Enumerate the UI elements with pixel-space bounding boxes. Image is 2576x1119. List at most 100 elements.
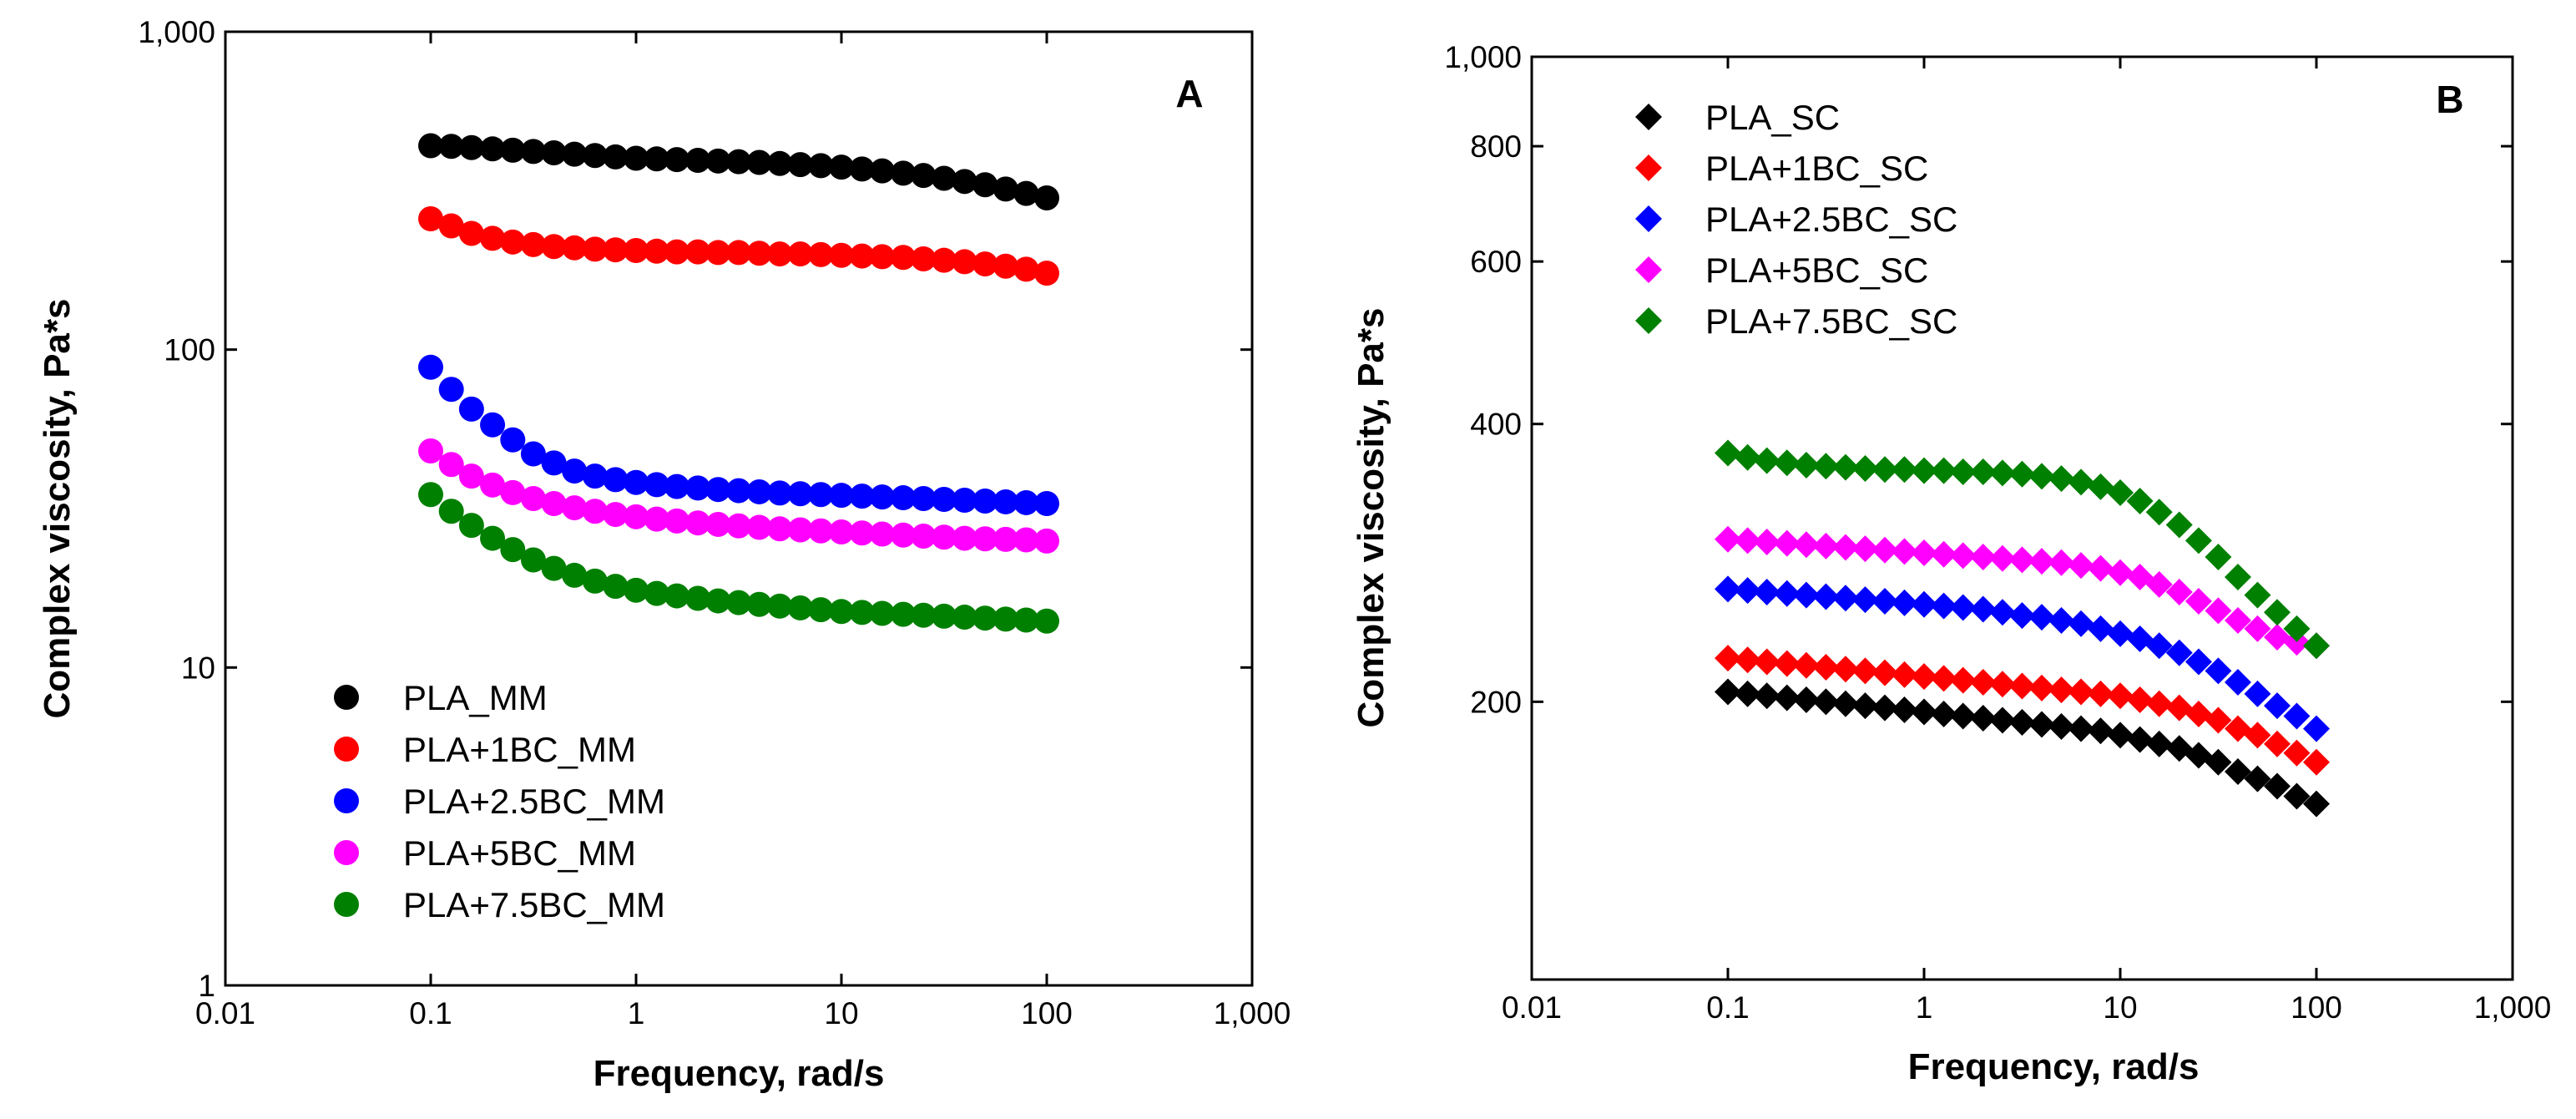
data-point bbox=[746, 478, 772, 504]
data-point bbox=[2185, 648, 2212, 676]
data-point bbox=[746, 149, 772, 175]
data-point bbox=[2244, 581, 2271, 609]
data-point bbox=[624, 237, 649, 263]
data-point bbox=[993, 606, 1018, 632]
data-point bbox=[2126, 488, 2154, 515]
data-point bbox=[725, 590, 751, 615]
data-point bbox=[1812, 583, 1840, 610]
data-point bbox=[2283, 739, 2311, 767]
data-point bbox=[562, 458, 588, 484]
data-point bbox=[562, 235, 588, 261]
data-point bbox=[972, 488, 998, 514]
data-point bbox=[1792, 686, 1820, 713]
data-point bbox=[1831, 534, 1859, 561]
data-point bbox=[829, 519, 854, 544]
data-point bbox=[418, 205, 443, 231]
data-point bbox=[418, 438, 443, 464]
y-tick-label: 200 bbox=[1470, 685, 1522, 719]
x-tick-label: 0.1 bbox=[1706, 990, 1749, 1025]
data-point bbox=[1911, 698, 1937, 726]
data-point bbox=[458, 463, 484, 489]
data-point bbox=[1831, 453, 1859, 481]
data-point bbox=[808, 597, 834, 623]
legend-label: PLA+5BC_SC bbox=[1705, 251, 1928, 290]
data-point bbox=[438, 452, 464, 478]
data-point bbox=[2244, 615, 2271, 642]
data-point bbox=[1969, 458, 1997, 485]
x-tick-label: 100 bbox=[1021, 996, 1073, 1030]
data-point bbox=[520, 231, 546, 257]
data-point bbox=[2107, 478, 2134, 506]
data-point bbox=[2264, 772, 2291, 800]
data-point bbox=[2264, 623, 2291, 651]
data-point bbox=[2224, 758, 2251, 786]
data-point bbox=[1911, 457, 1937, 484]
data-point bbox=[1930, 592, 1957, 620]
data-point bbox=[1871, 536, 1899, 564]
data-point bbox=[1969, 668, 1997, 696]
data-point bbox=[2028, 604, 2055, 631]
data-point bbox=[1734, 577, 1761, 605]
data-point bbox=[767, 593, 793, 619]
data-point bbox=[438, 213, 464, 239]
data-point bbox=[767, 241, 793, 267]
data-point bbox=[664, 473, 689, 499]
legend-marker bbox=[1635, 256, 1662, 283]
data-point bbox=[541, 555, 567, 581]
data-point bbox=[2028, 711, 2055, 738]
data-point bbox=[1812, 688, 1840, 716]
legend-marker bbox=[1635, 154, 1662, 181]
data-point bbox=[2264, 599, 2291, 626]
plot-frame bbox=[224, 30, 1254, 987]
data-point bbox=[725, 149, 751, 175]
data-point bbox=[438, 377, 464, 403]
data-point bbox=[829, 154, 854, 180]
data-point bbox=[541, 450, 567, 476]
data-point bbox=[891, 522, 917, 548]
data-point bbox=[1034, 528, 1059, 554]
data-point bbox=[869, 521, 895, 547]
data-point bbox=[624, 469, 649, 495]
legend-label: PLA+7.5BC_SC bbox=[1705, 301, 1957, 341]
data-point bbox=[767, 150, 793, 176]
data-point bbox=[644, 580, 669, 606]
data-point bbox=[2008, 460, 2036, 488]
data-point bbox=[1871, 659, 1899, 686]
data-point bbox=[952, 605, 977, 630]
data-point bbox=[2264, 730, 2291, 757]
data-point bbox=[520, 441, 546, 467]
data-point bbox=[1930, 700, 1957, 727]
data-point bbox=[931, 603, 957, 629]
data-point bbox=[1734, 527, 1761, 554]
data-point bbox=[2244, 680, 2271, 707]
data-point bbox=[685, 147, 711, 173]
data-point bbox=[582, 463, 608, 489]
data-point bbox=[1773, 529, 1801, 557]
x-tick-label: 1 bbox=[1916, 990, 1933, 1025]
data-point bbox=[582, 236, 608, 262]
data-point bbox=[993, 253, 1018, 279]
data-point bbox=[787, 517, 813, 543]
y-tick-label: 100 bbox=[164, 333, 215, 367]
data-point bbox=[458, 396, 484, 422]
data-point bbox=[2107, 620, 2134, 647]
y-tick-label: 1,000 bbox=[1444, 40, 1522, 74]
data-point bbox=[849, 484, 875, 509]
data-point bbox=[952, 249, 977, 275]
series-pla-2-5bc-mm bbox=[418, 354, 1059, 516]
data-point bbox=[705, 148, 731, 174]
data-point bbox=[562, 141, 588, 167]
data-point bbox=[520, 486, 546, 512]
data-point bbox=[2303, 632, 2330, 660]
data-point bbox=[1930, 457, 1957, 484]
data-point bbox=[1851, 657, 1879, 685]
data-point bbox=[911, 524, 937, 549]
data-point bbox=[931, 165, 957, 191]
data-point bbox=[869, 600, 895, 626]
data-point bbox=[1911, 539, 1937, 567]
data-point bbox=[1911, 590, 1937, 618]
data-point bbox=[1949, 702, 1977, 730]
data-point bbox=[1715, 645, 1741, 672]
legend-marker bbox=[334, 788, 359, 813]
data-point bbox=[787, 152, 813, 178]
